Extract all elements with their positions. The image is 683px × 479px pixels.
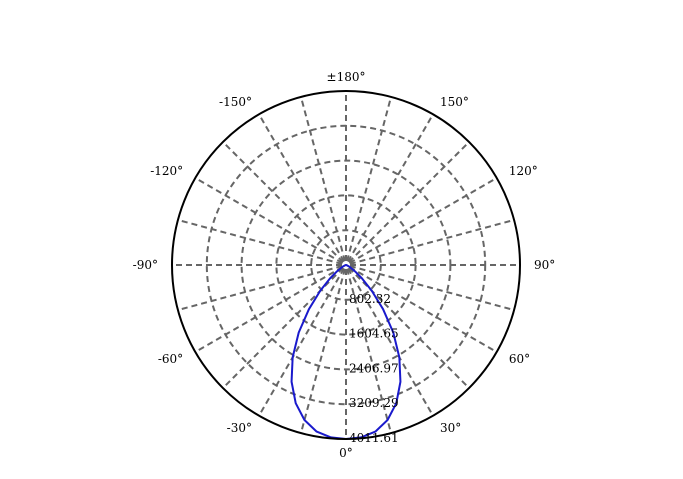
angle-label: -30° — [227, 421, 252, 435]
grid-spoke — [348, 141, 470, 263]
radial-tick-label: 802.32 — [349, 292, 391, 306]
angle-label: 90° — [534, 258, 555, 272]
polar-grid — [172, 91, 520, 439]
grid-spoke — [222, 141, 344, 263]
radial-tick-labels: 802.32 1604.65 2406.97 3209.29 4011.61 — [349, 292, 399, 445]
grid-spoke — [299, 96, 346, 262]
angle-label: 0° — [339, 446, 353, 460]
angle-labels: 0° 30° 60° 90° 120° 150° ±180° -150° -120° -90° -6… — [133, 70, 556, 460]
polar-outer-circle — [171, 90, 521, 440]
grid-spoke — [347, 267, 434, 417]
radial-tick-label: 4011.61 — [349, 431, 399, 445]
grid-spoke — [348, 266, 498, 353]
grid-spoke — [194, 266, 344, 353]
radial-tick-label: 2406.97 — [349, 361, 399, 375]
angle-label: 60° — [509, 352, 530, 366]
grid-spoke — [177, 265, 343, 312]
grid-spoke — [348, 177, 498, 264]
grid-spoke — [348, 267, 470, 389]
grid-spoke — [222, 267, 344, 389]
grid-spoke — [347, 113, 434, 263]
radial-tick-label: 1604.65 — [349, 327, 399, 341]
grid-spoke — [299, 268, 346, 434]
angle-label: ±180° — [327, 70, 366, 84]
radial-tick-label: 3209.29 — [349, 396, 399, 410]
grid-spoke — [346, 96, 393, 262]
grid-spoke — [349, 218, 515, 265]
grid-spoke — [194, 177, 344, 264]
angle-label: -120° — [150, 164, 183, 178]
angle-label: -90° — [133, 258, 158, 272]
angle-label: -60° — [158, 352, 183, 366]
angle-label: 150° — [440, 95, 469, 109]
grid-spoke — [177, 218, 343, 265]
grid-spoke — [258, 267, 345, 417]
angle-label: -150° — [219, 95, 252, 109]
grid-spoke — [349, 265, 515, 312]
angle-label: 120° — [509, 164, 538, 178]
grid-spoke — [258, 113, 345, 263]
grid-spoke — [346, 268, 393, 434]
angle-label: 30° — [440, 421, 461, 435]
